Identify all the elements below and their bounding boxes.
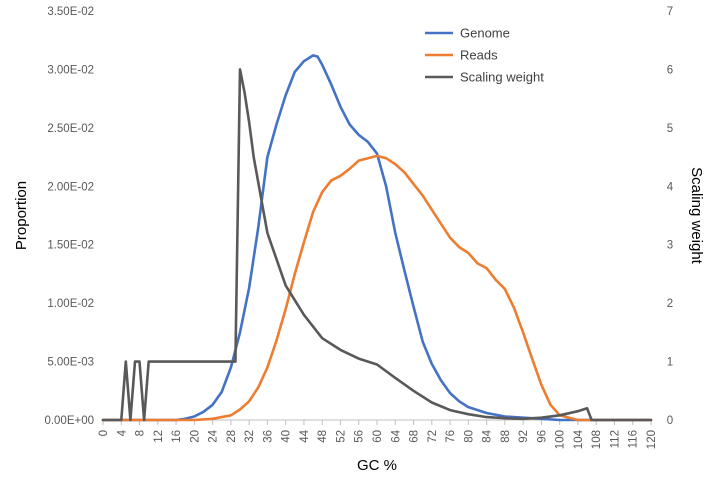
x-tick-label: 120 — [646, 430, 658, 449]
series-layer — [101, 54, 653, 422]
x-tick-label: 88 — [500, 430, 512, 443]
x-tick-label: 76 — [445, 430, 457, 443]
y-right-tick-label: 4 — [667, 181, 674, 193]
x-tick-label: 64 — [390, 429, 402, 442]
series-line-reads — [101, 154, 653, 422]
x-tick-label: 72 — [427, 430, 439, 443]
legend-label: Reads — [460, 48, 498, 63]
x-tick-label: 84 — [482, 429, 494, 442]
x-tick-label: 116 — [628, 430, 640, 448]
x-tick-label: 8 — [135, 430, 147, 436]
x-tick-label: 48 — [317, 430, 329, 443]
y-right-tick-label: 7 — [667, 6, 673, 18]
legend-label: Scaling weight — [460, 70, 544, 85]
y-left-tick-label: 2.50E-02 — [47, 123, 94, 135]
x-tick-label: 12 — [153, 430, 165, 443]
y-left-tick-label: 1.00E-02 — [47, 298, 94, 310]
y-left-tick-label: 1.50E-02 — [47, 240, 94, 252]
ticks-layer: 0 4 8 12 16 20 24 28 32 36 40 44 48 52 56 60 64 68 72 76 80 8… — [44, 6, 673, 449]
x-tick-label: 36 — [262, 430, 274, 443]
y-right-tick-label: 3 — [667, 240, 673, 252]
x-tick-label: 40 — [281, 430, 293, 443]
x-tick-label: 0 — [98, 430, 110, 436]
y-left-tick-label: 3.50E-02 — [47, 6, 94, 18]
x-tick-label: 96 — [536, 430, 548, 443]
x-tick-label: 32 — [244, 430, 256, 443]
x-tick-label: 108 — [591, 430, 603, 449]
y-right-tick-label: 0 — [667, 415, 673, 427]
y-axis-left-title: Proportion — [13, 181, 30, 250]
x-tick-label: 92 — [518, 430, 530, 443]
x-axis-title: GC % — [357, 457, 397, 474]
y-axis-right-title: Scaling weight — [688, 167, 705, 265]
x-tick-label: 44 — [299, 429, 311, 442]
y-left-tick-label: 5.00E-03 — [47, 357, 94, 369]
x-tick-label: 28 — [226, 430, 238, 443]
series-line-genome — [101, 54, 653, 422]
x-tick-label: 68 — [409, 430, 421, 443]
x-tick-label: 56 — [354, 430, 366, 443]
x-tick-label: 16 — [171, 430, 183, 443]
x-tick-label: 104 — [573, 429, 585, 449]
x-tick-label: 24 — [208, 429, 220, 442]
x-tick-label: 112 — [609, 430, 621, 448]
y-left-tick-label: 0.00E+00 — [44, 415, 94, 427]
x-tick-label: 4 — [116, 429, 128, 436]
y-right-tick-label: 1 — [667, 357, 673, 369]
y-right-tick-label: 6 — [667, 64, 673, 76]
x-tick-label: 80 — [463, 430, 475, 443]
x-tick-label: 20 — [189, 430, 201, 443]
series-line-scaling-weight — [101, 68, 653, 422]
y-left-tick-label: 2.00E-02 — [47, 181, 94, 193]
x-tick-label: 60 — [372, 430, 384, 443]
x-tick-label: 100 — [555, 430, 567, 449]
x-tick-label: 52 — [335, 430, 347, 443]
y-right-tick-label: 2 — [667, 298, 673, 310]
y-left-tick-label: 3.00E-02 — [47, 64, 94, 76]
y-right-tick-label: 5 — [667, 123, 673, 135]
legend: Genome Reads Scaling weight — [425, 26, 544, 85]
legend-label: Genome — [460, 26, 510, 41]
